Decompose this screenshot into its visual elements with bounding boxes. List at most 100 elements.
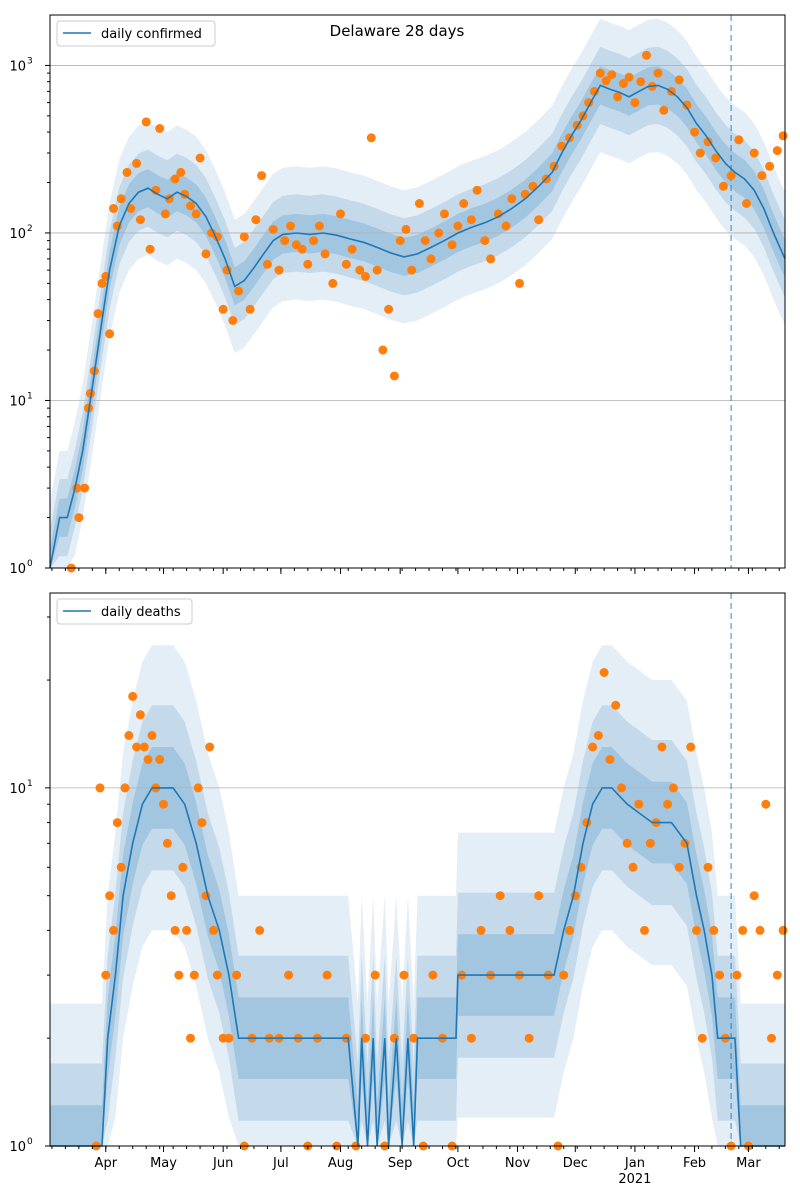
confirmed-data-point	[361, 271, 370, 281]
confirmed-data-point	[347, 244, 357, 254]
confirmed-data-point	[447, 240, 457, 250]
confirmed-data-point	[80, 483, 90, 493]
deaths-data-point	[101, 970, 111, 980]
deaths-data-point	[193, 783, 203, 793]
confirmed-x-axis	[51, 568, 780, 574]
confirmed-data-point	[630, 98, 640, 108]
confirmed-data-point	[132, 158, 142, 168]
confirmed-data-point	[309, 236, 319, 246]
deaths-data-point	[686, 742, 696, 752]
confirmed-data-point	[218, 304, 228, 314]
confirmed-ytick-exponent: 3	[27, 56, 33, 66]
confirmed-data-point	[303, 259, 313, 269]
confirmed-data-point	[320, 249, 330, 259]
confirmed-data-point	[420, 236, 430, 246]
confirmed-data-point	[584, 98, 594, 108]
deaths-data-point	[495, 891, 505, 901]
deaths-data-point	[389, 1033, 399, 1043]
deaths-data-point	[505, 925, 515, 935]
confirmed-data-point	[472, 185, 482, 195]
deaths-data-point	[697, 1033, 707, 1043]
month-tick-label: Jun	[212, 1156, 233, 1171]
deaths-data-point	[322, 970, 332, 980]
confirmed-ytick-exponent: 0	[27, 559, 33, 569]
deaths-x-axis: Apr May Jun Jul Aug Sep Oct Nov Dec Jan Feb Mar 2021	[51, 1146, 780, 1187]
confirmed-data-point	[778, 131, 788, 141]
confirmed-data-point	[534, 215, 544, 225]
deaths-band-2	[50, 705, 785, 1146]
confirmed-data-point	[682, 100, 692, 110]
confirmed-legend: daily confirmed	[56, 20, 216, 47]
confirmed-data-point	[601, 76, 611, 86]
deaths-data-point	[95, 783, 105, 793]
confirmed-data-point	[274, 265, 284, 275]
confirmed-data-point	[384, 304, 394, 314]
confirmed-data-point	[280, 236, 290, 246]
deaths-data-point	[599, 668, 609, 677]
month-tick-label: May	[150, 1156, 177, 1171]
deaths-data-point	[209, 925, 218, 935]
confirmed-data-point	[590, 86, 599, 96]
deaths-data-point	[128, 691, 138, 701]
deaths-data-point	[409, 1033, 419, 1043]
deaths-data-point	[611, 700, 621, 710]
deaths-data-point	[715, 970, 725, 980]
month-tick-label: Jan	[624, 1156, 645, 1171]
confirmed-data-point	[74, 513, 84, 523]
deaths-data-point	[147, 731, 157, 740]
confirmed-data-point	[355, 265, 365, 275]
deaths-data-point	[155, 755, 165, 764]
confirmed-data-point	[765, 161, 775, 171]
confirmed-data-point	[501, 221, 511, 231]
confirmed-data-point	[341, 259, 351, 269]
confirmed-data-point	[480, 236, 490, 246]
confirmed-data-point	[726, 171, 736, 181]
confirmed-data-point	[711, 153, 721, 163]
deaths-data-point	[605, 755, 615, 764]
deaths-data-point	[166, 891, 176, 901]
confirmed-data-point	[749, 148, 759, 158]
year-tick-label: 2021	[618, 1172, 651, 1187]
deaths-data-point	[189, 970, 199, 980]
confirmed-data-point	[116, 194, 126, 204]
deaths-data-point	[205, 742, 215, 752]
deaths-legend: daily deaths	[56, 598, 193, 625]
deaths-data-point	[628, 862, 638, 872]
confirmed-data-point	[141, 117, 151, 127]
confirmed-data-point	[389, 371, 399, 381]
confirmed-data-point	[336, 209, 345, 219]
deaths-data-point	[645, 838, 655, 848]
confirmed-data-point	[734, 135, 744, 145]
deaths-data-point	[186, 1033, 195, 1043]
confirmed-data-point	[251, 215, 261, 225]
deaths-data-point	[738, 925, 748, 935]
deaths-legend-label: daily deaths	[101, 605, 181, 620]
confirmed-data-point	[109, 204, 118, 213]
deaths-data-point	[116, 862, 126, 872]
confirmed-data-point	[757, 171, 767, 181]
confirmed-data-point	[624, 72, 634, 82]
month-tick-label: Mar	[736, 1156, 761, 1171]
deaths-data-point	[370, 970, 380, 980]
confirmed-data-point	[122, 167, 132, 177]
deaths-data-point	[640, 925, 649, 935]
deaths-band-1	[50, 645, 785, 1146]
deaths-data-point	[588, 742, 598, 752]
confirmed-data-point	[703, 137, 713, 147]
confirmed-data-point	[297, 244, 307, 254]
deaths-data-point	[755, 925, 765, 935]
confirmed-line	[49, 84, 786, 569]
confirmed-data-point	[286, 221, 295, 231]
confirmed-data-point	[426, 254, 436, 264]
confirmed-data-point	[395, 236, 405, 246]
deaths-data-point	[534, 891, 544, 901]
month-tick-label: Aug	[328, 1156, 353, 1171]
confirmed-data-point	[507, 194, 517, 204]
deaths-data-point	[135, 710, 145, 720]
deaths-data-point	[124, 731, 134, 740]
confirmed-data-point	[642, 50, 651, 60]
confirmed-data-point	[195, 153, 205, 163]
confirmed-data-point	[453, 221, 463, 231]
confirmed-band-1	[50, 18, 785, 568]
